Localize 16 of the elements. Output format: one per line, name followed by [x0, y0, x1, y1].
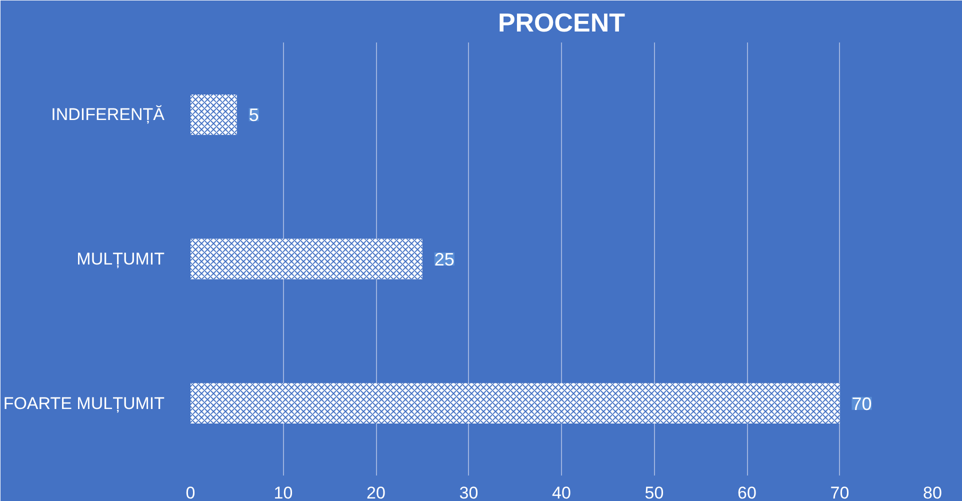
x-tick-label: 30 — [459, 484, 478, 501]
x-tick-label: 60 — [738, 484, 756, 501]
data-label: 5 — [248, 105, 259, 126]
y-tick-label: INDIFERENȚĂ — [51, 105, 166, 124]
x-tick-label: 50 — [644, 484, 664, 501]
x-tick-label: 20 — [366, 484, 386, 501]
data-label: 25 — [434, 250, 454, 270]
x-tick-label: 0 — [186, 484, 196, 501]
y-tick-label: FOARTE MULȚUMIT — [3, 394, 165, 413]
y-tick-label: MULȚUMIT — [76, 250, 165, 268]
x-tick-label: 80 — [923, 484, 942, 501]
x-tick-label: 70 — [830, 484, 850, 501]
data-label: 70 — [852, 394, 872, 414]
x-tick-label: 40 — [552, 484, 571, 501]
chart-title: PROCENT — [498, 8, 626, 38]
x-tick-label: 10 — [274, 484, 293, 501]
